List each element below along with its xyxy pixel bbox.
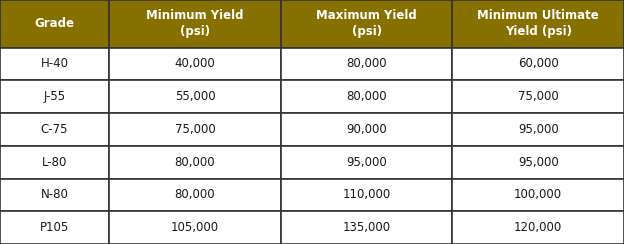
Text: 100,000: 100,000 <box>514 188 562 201</box>
Text: 135,000: 135,000 <box>343 221 391 234</box>
Bar <box>109 211 281 244</box>
Text: 95,000: 95,000 <box>346 156 387 169</box>
Bar <box>109 48 281 80</box>
Text: H-40: H-40 <box>41 57 69 71</box>
Text: 80,000: 80,000 <box>175 188 215 201</box>
Text: 90,000: 90,000 <box>346 123 387 136</box>
Text: 80,000: 80,000 <box>175 156 215 169</box>
Bar <box>109 179 281 211</box>
Text: 80,000: 80,000 <box>346 90 387 103</box>
Bar <box>452 0 624 48</box>
Bar <box>281 113 452 146</box>
Bar <box>281 0 452 48</box>
Text: L-80: L-80 <box>42 156 67 169</box>
Bar <box>281 179 452 211</box>
Bar <box>281 48 452 80</box>
Text: 60,000: 60,000 <box>518 57 558 71</box>
Bar <box>281 80 452 113</box>
Text: Minimum Yield
(psi): Minimum Yield (psi) <box>146 9 244 38</box>
Text: 95,000: 95,000 <box>518 123 558 136</box>
Text: 95,000: 95,000 <box>518 156 558 169</box>
Text: 110,000: 110,000 <box>343 188 391 201</box>
Text: Maximum Yield
(psi): Maximum Yield (psi) <box>316 9 417 38</box>
Bar <box>0 113 109 146</box>
Bar <box>452 211 624 244</box>
Bar <box>109 146 281 179</box>
Bar <box>452 80 624 113</box>
Text: 80,000: 80,000 <box>346 57 387 71</box>
Text: 40,000: 40,000 <box>175 57 215 71</box>
Text: J-55: J-55 <box>44 90 66 103</box>
Bar <box>0 179 109 211</box>
Bar <box>452 48 624 80</box>
Bar <box>281 211 452 244</box>
Bar <box>109 0 281 48</box>
Text: Grade: Grade <box>34 17 75 30</box>
Bar <box>0 48 109 80</box>
Text: 75,000: 75,000 <box>518 90 558 103</box>
Text: 120,000: 120,000 <box>514 221 562 234</box>
Bar <box>0 80 109 113</box>
Text: 75,000: 75,000 <box>175 123 215 136</box>
Bar <box>0 211 109 244</box>
Bar <box>452 179 624 211</box>
Text: P105: P105 <box>40 221 69 234</box>
Text: C-75: C-75 <box>41 123 69 136</box>
Bar <box>0 146 109 179</box>
Text: 105,000: 105,000 <box>171 221 219 234</box>
Bar <box>109 80 281 113</box>
Bar <box>0 0 109 48</box>
Text: N-80: N-80 <box>41 188 69 201</box>
Text: Minimum Ultimate
Yield (psi): Minimum Ultimate Yield (psi) <box>477 9 599 38</box>
Bar <box>109 113 281 146</box>
Text: 55,000: 55,000 <box>175 90 215 103</box>
Bar <box>452 113 624 146</box>
Bar <box>281 146 452 179</box>
Bar <box>452 146 624 179</box>
